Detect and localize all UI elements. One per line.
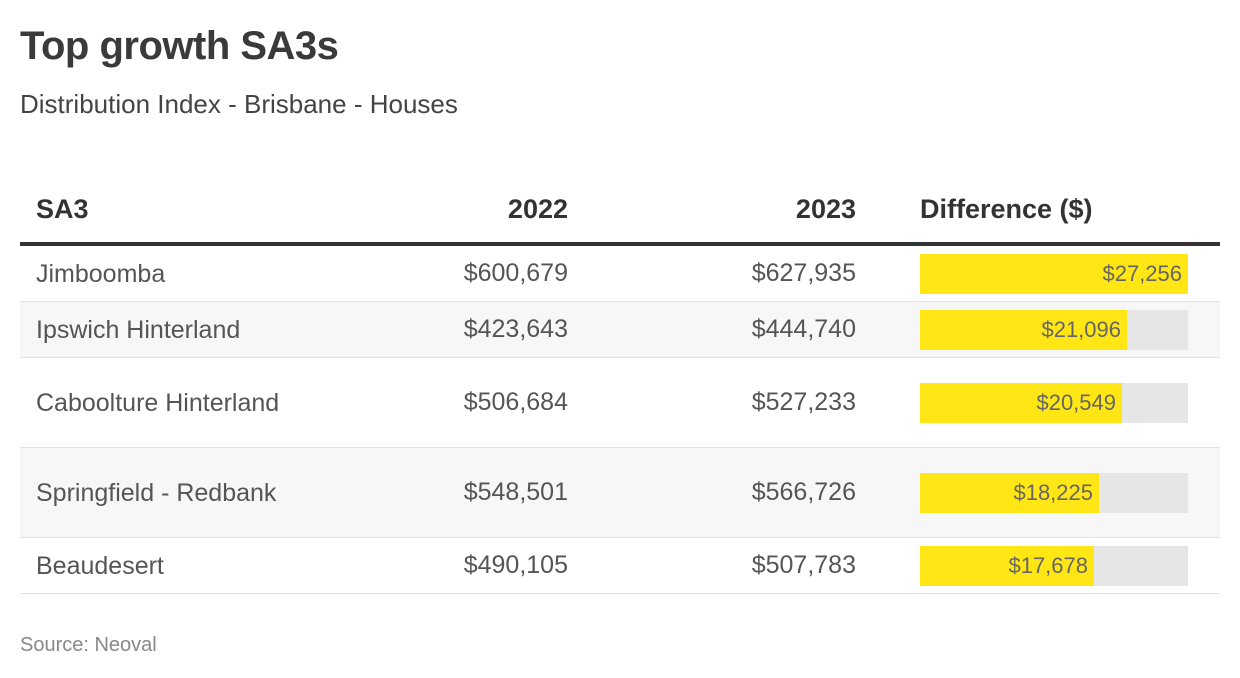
sa3-name: Jimboomba xyxy=(20,244,400,302)
sa3-name: Beaudesert xyxy=(20,537,400,594)
difference-cell: $17,678 xyxy=(856,537,1220,594)
chart-title: Top growth SA3s xyxy=(20,24,339,68)
chart-subtitle: Distribution Index - Brisbane - Houses xyxy=(20,89,458,119)
table-row: Springfield - Redbank $548,501 $566,726 … xyxy=(20,447,1220,538)
column-header-sa3: SA3 xyxy=(20,176,400,246)
difference-bar-track: $18,225 xyxy=(920,472,1188,513)
difference-bar xyxy=(920,472,1099,513)
table-row: Ipswich Hinterland $423,643 $444,740 $21… xyxy=(20,301,1220,358)
value-2023: $527,233 xyxy=(568,357,856,448)
difference-label: $20,549 xyxy=(1036,389,1116,415)
sa3-name: Caboolture Hinterland xyxy=(20,357,400,448)
difference-bar xyxy=(920,253,1188,294)
value-2023: $507,783 xyxy=(568,537,856,594)
difference-cell: $20,549 xyxy=(856,357,1220,448)
column-header-2022: 2022 xyxy=(400,176,568,246)
value-2022: $490,105 xyxy=(400,537,568,594)
sa3-name: Springfield - Redbank xyxy=(20,447,400,538)
value-2022: $600,679 xyxy=(400,244,568,302)
difference-bar xyxy=(920,309,1127,350)
difference-cell: $27,256 xyxy=(856,244,1220,302)
value-2023: $566,726 xyxy=(568,447,856,538)
difference-bar-track: $21,096 xyxy=(920,309,1188,350)
value-2022: $506,684 xyxy=(400,357,568,448)
difference-label: $17,678 xyxy=(1008,552,1088,578)
difference-label: $27,256 xyxy=(1102,260,1182,286)
difference-bar xyxy=(920,382,1122,423)
column-header-2023: 2023 xyxy=(568,176,856,246)
value-2023: $627,935 xyxy=(568,244,856,302)
sa3-name: Ipswich Hinterland xyxy=(20,301,400,358)
difference-cell: $21,096 xyxy=(856,301,1220,358)
column-header-difference: Difference ($) xyxy=(856,176,1220,246)
table-row: Jimboomba $600,679 $627,935 $27,256 xyxy=(20,244,1220,302)
difference-bar xyxy=(920,545,1094,586)
difference-bar-track: $17,678 xyxy=(920,545,1188,586)
growth-table: SA3 2022 2023 Difference ($) Jimboomba $… xyxy=(20,176,1220,594)
table-row: Caboolture Hinterland $506,684 $527,233 … xyxy=(20,357,1220,448)
difference-bar-track: $27,256 xyxy=(920,253,1188,294)
difference-bar-track: $20,549 xyxy=(920,382,1188,423)
source-note: Source: Neoval xyxy=(20,634,157,656)
difference-cell: $18,225 xyxy=(856,447,1220,538)
value-2022: $423,643 xyxy=(400,301,568,358)
difference-label: $21,096 xyxy=(1041,316,1121,342)
header-row: SA3 2022 2023 Difference ($) xyxy=(20,176,1220,246)
value-2023: $444,740 xyxy=(568,301,856,358)
value-2022: $548,501 xyxy=(400,447,568,538)
table-row: Beaudesert $490,105 $507,783 $17,678 xyxy=(20,537,1220,594)
difference-label: $18,225 xyxy=(1013,479,1093,505)
